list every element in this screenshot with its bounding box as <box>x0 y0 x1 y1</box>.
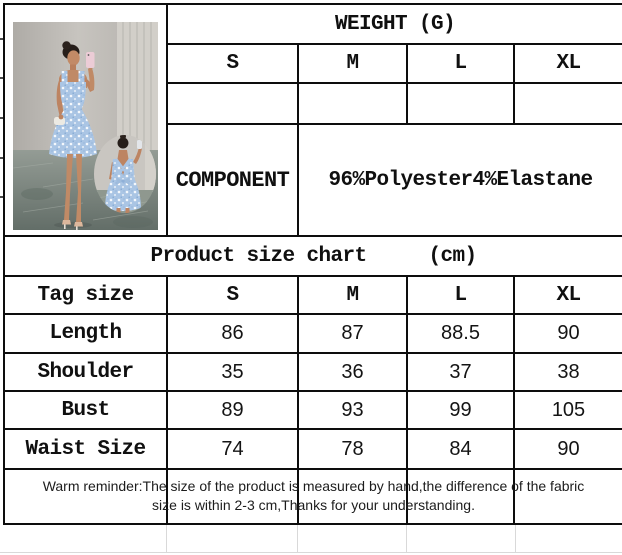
size-chart-unit: (cm) <box>428 244 478 268</box>
bust-s: 89 <box>221 398 244 421</box>
gridline-tick <box>0 38 3 40</box>
table-border <box>3 523 622 525</box>
row-label-waist-size: Waist Size <box>25 437 146 461</box>
waist-m: 78 <box>341 437 364 460</box>
column-header-l: L <box>454 283 467 307</box>
size-chart-title-text: Product size chart <box>150 244 367 268</box>
warm-reminder: Warm reminder:The size of the product is… <box>5 470 622 522</box>
shoulder-l: 37 <box>449 360 472 383</box>
table-border <box>406 275 408 525</box>
column-header-tag-size: Tag size <box>37 283 134 307</box>
table-border <box>513 43 515 125</box>
waist-s: 74 <box>221 437 244 460</box>
faint-gridline <box>166 525 167 553</box>
bust-l: 99 <box>449 398 472 421</box>
faint-gridline <box>297 525 298 553</box>
table-border <box>3 428 622 430</box>
table-border <box>3 275 622 277</box>
waist-l: 84 <box>449 437 472 460</box>
table-border <box>3 235 622 237</box>
faint-gridline <box>515 525 516 553</box>
length-l: 88.5 <box>441 321 480 344</box>
faint-gridline <box>406 525 407 553</box>
table-border <box>166 43 622 45</box>
table-border <box>3 3 5 525</box>
table-border <box>3 3 622 5</box>
faint-gridline <box>0 552 622 553</box>
shoulder-xl: 38 <box>557 360 580 383</box>
weight-table-title: WEIGHT (G) <box>334 12 456 36</box>
table-border <box>297 43 299 237</box>
back-view-inset <box>94 135 156 213</box>
component-value: 96%Polyester4%Elastane <box>328 168 593 192</box>
column-header-xl: XL <box>556 283 581 307</box>
component-label: COMPONENT <box>175 167 290 193</box>
gridline-tick <box>0 117 3 119</box>
model-front <box>49 41 97 230</box>
gridline-tick <box>0 157 3 159</box>
gridline-tick <box>0 196 3 198</box>
warm-reminder-line2: size is within 2-3 cm,Thanks for your un… <box>152 497 475 513</box>
bust-m: 93 <box>341 398 364 421</box>
column-header-s: S <box>226 283 239 307</box>
table-border <box>3 352 622 354</box>
product-photo <box>13 22 158 230</box>
phone-icon <box>86 52 95 68</box>
weight-value-cell <box>168 84 297 121</box>
weight-size-xl: XL <box>556 52 581 75</box>
length-xl: 90 <box>557 321 580 344</box>
warm-reminder-line1: Warm reminder:The size of the product is… <box>42 478 585 494</box>
table-border <box>3 313 622 315</box>
table-border <box>297 275 299 525</box>
length-s: 86 <box>221 321 244 344</box>
gridline-tick <box>0 77 3 79</box>
table-border <box>3 468 622 470</box>
length-m: 87 <box>341 321 364 344</box>
weight-size-m: M <box>346 52 359 75</box>
dress-bodice <box>60 82 86 110</box>
row-label-bust: Bust <box>61 398 110 422</box>
shoulder-s: 35 <box>221 360 244 383</box>
weight-size-s: S <box>226 52 239 75</box>
table-border <box>166 123 622 125</box>
table-border <box>406 43 408 125</box>
weight-value-cell <box>515 84 622 121</box>
weight-size-l: L <box>454 52 467 75</box>
waist-xl: 90 <box>557 437 580 460</box>
table-border <box>513 275 515 525</box>
weight-value-cell <box>299 84 406 121</box>
weight-value-cell <box>408 84 513 121</box>
bust-xl: 105 <box>551 398 586 421</box>
table-border <box>166 3 168 237</box>
row-label-shoulder: Shoulder <box>37 360 134 384</box>
shoulder-m: 36 <box>341 360 364 383</box>
column-header-m: M <box>346 283 359 307</box>
row-label-length: Length <box>49 321 122 345</box>
table-border <box>3 390 622 392</box>
size-chart-title: Product size chart (cm) <box>5 237 622 275</box>
table-border <box>166 82 622 84</box>
table-border <box>166 275 168 525</box>
